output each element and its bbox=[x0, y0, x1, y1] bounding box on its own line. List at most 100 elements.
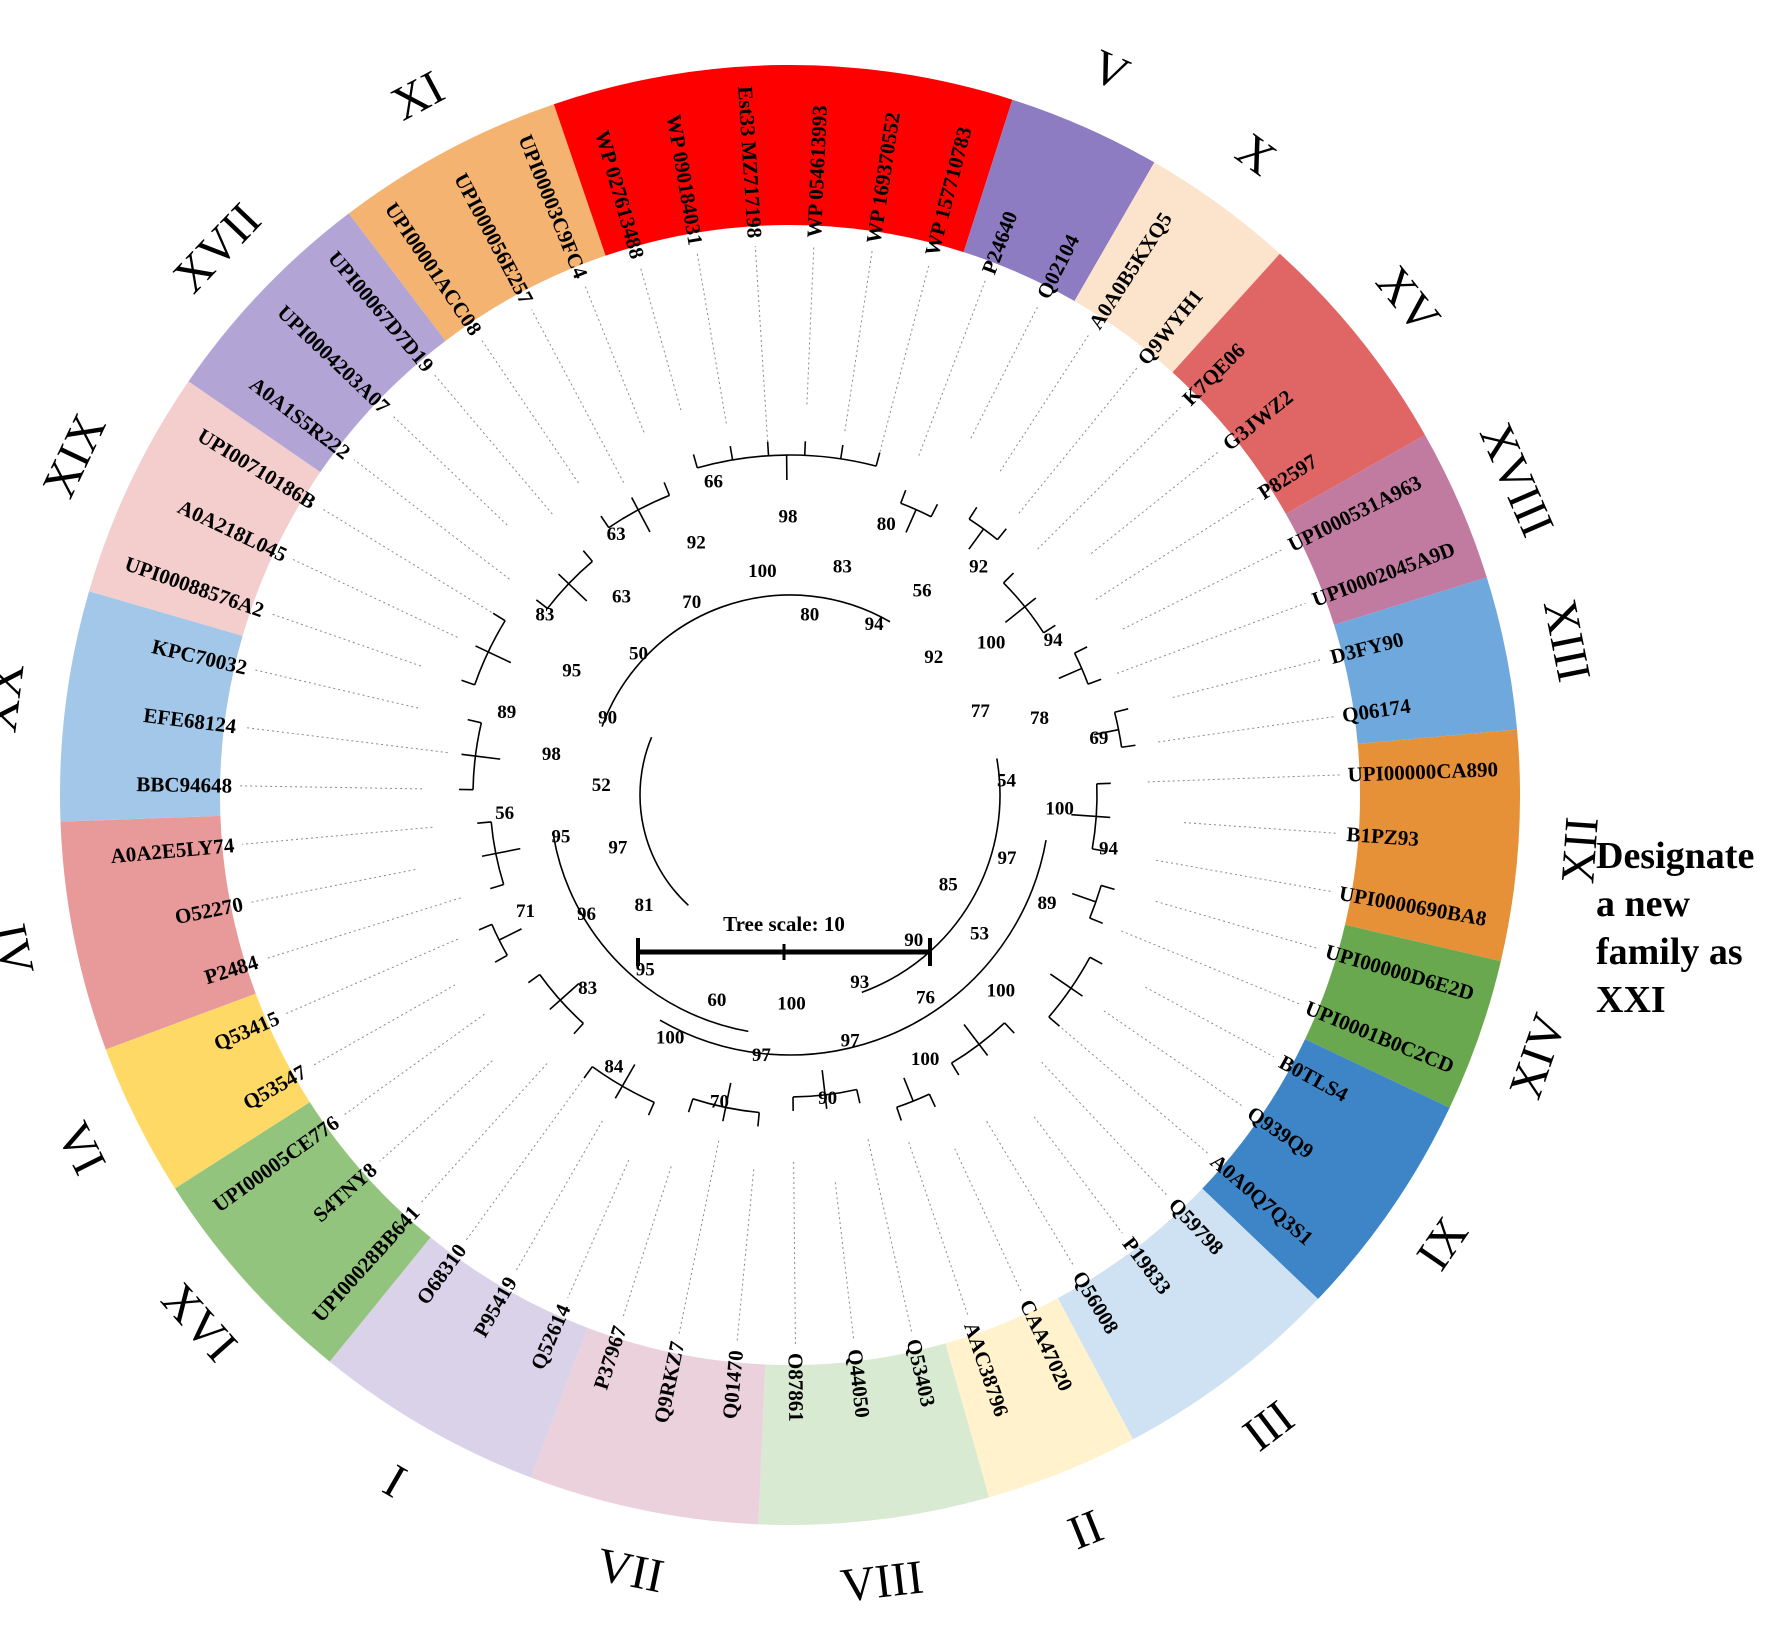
family-label: VIII bbox=[838, 1551, 926, 1613]
leaf-guide-line bbox=[1172, 658, 1324, 698]
leaf-guide-line bbox=[391, 414, 508, 526]
family-label: II bbox=[1061, 1499, 1110, 1560]
leaf-branch bbox=[729, 445, 734, 461]
family-sector-xi bbox=[348, 104, 606, 341]
family-label: XII bbox=[1551, 815, 1609, 885]
support-value: 83 bbox=[535, 605, 554, 626]
leaf-branch bbox=[582, 550, 593, 562]
support-value: 54 bbox=[997, 770, 1017, 791]
leaf-label-wp-054613993: WP 054613993 bbox=[802, 105, 832, 238]
leaf-branch bbox=[1048, 1016, 1060, 1027]
support-value: 85 bbox=[939, 874, 958, 895]
family-sector-xix bbox=[89, 381, 321, 636]
tree-scale-bar: Tree scale: 10 bbox=[636, 912, 932, 966]
leaf-guide-line bbox=[379, 1060, 493, 1162]
support-value: 92 bbox=[687, 532, 706, 553]
family-label: III bbox=[1234, 1390, 1304, 1461]
family-clade-stem bbox=[1071, 892, 1097, 903]
leaf-guide-line bbox=[867, 1139, 913, 1332]
leaf-branch bbox=[1002, 572, 1015, 584]
leaf-branch bbox=[490, 883, 504, 890]
leaf-guide-line bbox=[1095, 498, 1254, 600]
leaf-branch bbox=[475, 645, 489, 653]
family-label: XV bbox=[1366, 256, 1451, 344]
leaf-guide-line bbox=[1122, 549, 1283, 630]
family-sector-xv bbox=[1172, 253, 1426, 514]
family-sector-vi bbox=[105, 993, 310, 1189]
leaf-branch bbox=[687, 1098, 694, 1113]
support-value: 100 bbox=[777, 993, 806, 1014]
leaf-guide-line bbox=[1158, 716, 1335, 743]
leaf-guide-line bbox=[1183, 822, 1339, 834]
leaf-branch bbox=[663, 482, 671, 496]
family-sector-xvii bbox=[188, 213, 446, 473]
family-label: VI bbox=[46, 1114, 116, 1183]
leaf-guide-line bbox=[292, 558, 458, 638]
leaf-branch bbox=[824, 1094, 828, 1109]
leaf-guide-line bbox=[621, 1166, 672, 1320]
tree-lower-right-arc bbox=[659, 840, 1047, 1056]
leaf-branch bbox=[573, 1022, 584, 1035]
leaf-guide-line bbox=[793, 1161, 796, 1345]
support-value: 80 bbox=[877, 514, 896, 535]
annotation-line: a new bbox=[1596, 883, 1690, 925]
leaf-guide-line bbox=[285, 938, 459, 1015]
family-clade-stem bbox=[1071, 813, 1097, 818]
support-value: 92 bbox=[969, 556, 988, 577]
leaf-guide-line bbox=[320, 507, 496, 616]
leaf-branch bbox=[1004, 1022, 1015, 1034]
support-value: 97 bbox=[752, 1045, 772, 1066]
leaf-branch bbox=[494, 954, 508, 963]
leaf-guide-line bbox=[342, 1013, 485, 1116]
leaf-branch bbox=[535, 599, 548, 610]
support-value: 98 bbox=[779, 507, 798, 528]
support-value: 53 bbox=[970, 924, 989, 945]
leaf-guide-line bbox=[1121, 930, 1300, 1005]
support-value: 94 bbox=[1099, 838, 1119, 859]
support-value: 100 bbox=[977, 633, 1006, 654]
leaf-guide-line bbox=[254, 669, 419, 709]
leaf-branch bbox=[477, 821, 492, 824]
annotation-line: XXI bbox=[1596, 979, 1666, 1021]
family-clade-stem bbox=[821, 1070, 826, 1096]
leaf-guide-line bbox=[986, 1121, 1075, 1267]
family-sector-iii bbox=[1057, 1188, 1319, 1440]
tree-scale-label: Tree scale: 10 bbox=[723, 912, 845, 936]
family-label: I bbox=[375, 1454, 415, 1508]
leaf-guide-line bbox=[639, 265, 682, 411]
support-value: 63 bbox=[612, 587, 631, 608]
leaf-guide-line bbox=[908, 1142, 969, 1316]
leaf-branch bbox=[614, 1085, 624, 1099]
leaf-label-upi00000ca890: UPI00000CA890 bbox=[1347, 757, 1498, 786]
support-value: 70 bbox=[682, 592, 701, 613]
support-value: 50 bbox=[629, 644, 648, 665]
support-value: 83 bbox=[578, 978, 597, 999]
support-value: 84 bbox=[604, 1056, 624, 1077]
support-value: 97 bbox=[997, 848, 1017, 869]
leaf-branch bbox=[1114, 708, 1129, 714]
family-label: XIII bbox=[1533, 595, 1601, 686]
leaf-branch bbox=[478, 923, 493, 931]
family-sector-viii bbox=[758, 1343, 990, 1525]
leaf-guide-line bbox=[1033, 1116, 1123, 1234]
leaf-branch bbox=[930, 503, 939, 518]
leaf-guide-line bbox=[736, 1169, 755, 1343]
support-value: 52 bbox=[592, 775, 611, 796]
family-sector-ii bbox=[945, 1298, 1134, 1498]
support-value: 95 bbox=[562, 661, 581, 682]
support-value: 77 bbox=[971, 701, 991, 722]
leaf-guide-line bbox=[244, 726, 448, 754]
leaf-branch bbox=[1096, 782, 1111, 785]
leaf-branch bbox=[875, 452, 881, 467]
leaf-branch bbox=[895, 1106, 903, 1121]
family-clade-stem bbox=[487, 651, 512, 664]
leaf-guide-line bbox=[1037, 407, 1181, 550]
new-family-annotation: Designate a new family as XXI bbox=[1596, 832, 1772, 1024]
leaf-label-bbc94648: BBC94648 bbox=[136, 772, 232, 798]
family-clade-stem bbox=[498, 928, 522, 941]
family-clade-stem bbox=[559, 982, 580, 1001]
annotation-line: Designate bbox=[1596, 835, 1755, 877]
leaf-guide-line bbox=[1061, 1027, 1208, 1154]
support-value: 100 bbox=[987, 981, 1016, 1002]
leaf-branch bbox=[583, 1066, 593, 1079]
